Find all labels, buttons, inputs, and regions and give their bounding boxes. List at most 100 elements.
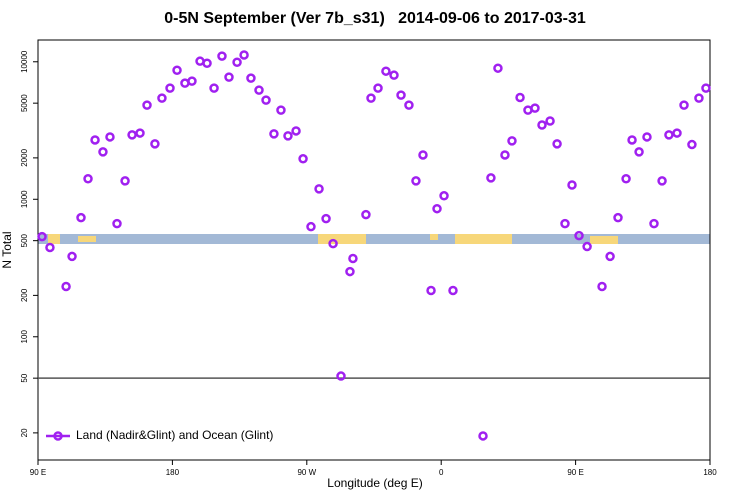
data-point <box>165 83 175 93</box>
data-point <box>411 176 421 186</box>
data-point <box>664 130 674 140</box>
data-point <box>202 58 212 68</box>
data-point <box>493 63 503 73</box>
data-point <box>515 92 525 103</box>
data-point <box>98 147 108 157</box>
x-tick-label: 0 <box>439 468 444 477</box>
x-tick-label: 180 <box>166 468 180 477</box>
data-point <box>120 176 130 186</box>
data-point <box>135 128 145 138</box>
y-tick-label: 20 <box>20 428 29 437</box>
data-point <box>239 50 249 60</box>
data-point <box>613 212 623 223</box>
data-point <box>537 120 547 130</box>
data-point <box>649 218 659 229</box>
x-tick-label: 90 E <box>567 468 583 477</box>
data-point <box>396 90 406 100</box>
data-point <box>373 83 383 93</box>
data-point <box>530 103 540 113</box>
y-tick-label: 100 <box>20 330 29 344</box>
y-tick-label: 10000 <box>20 50 29 73</box>
data-point <box>246 73 256 83</box>
data-point <box>574 230 584 241</box>
data-point <box>37 231 47 242</box>
data-point <box>90 135 100 145</box>
data-point <box>157 93 167 103</box>
data-point <box>112 218 122 229</box>
data-point <box>142 100 152 110</box>
x-tick-label: 180 <box>703 468 717 477</box>
data-point <box>366 93 376 103</box>
data-point <box>105 132 115 142</box>
data-point <box>298 154 308 164</box>
data-point <box>150 139 160 149</box>
x-tick-label: 90 E <box>30 468 46 477</box>
data-point <box>345 266 355 277</box>
data-point <box>389 70 399 80</box>
chart-title: 0-5N September (Ver 7b_s31) 2014-09-06 t… <box>164 10 586 27</box>
y-tick-label: 2000 <box>20 148 29 166</box>
data-point <box>679 100 689 110</box>
y-axis-label: N Total <box>0 231 14 268</box>
data-point <box>232 57 242 68</box>
data-point <box>605 251 615 262</box>
data-point <box>634 147 644 157</box>
data-point <box>627 135 637 145</box>
data-point <box>701 83 711 93</box>
data-point <box>76 212 86 223</box>
data-point <box>209 83 219 93</box>
data-point <box>348 253 358 264</box>
data-point <box>314 184 324 194</box>
data-point <box>448 285 458 296</box>
data-point <box>306 221 316 232</box>
data-point <box>582 241 592 252</box>
data-point <box>127 130 137 140</box>
data-point <box>328 238 338 249</box>
data-point <box>560 218 570 229</box>
data-point <box>500 150 510 160</box>
data-point <box>61 281 71 292</box>
data-point <box>642 132 652 142</box>
data-point <box>224 72 234 82</box>
data-point <box>507 136 517 146</box>
data-point <box>283 131 293 141</box>
data-point <box>552 139 562 149</box>
data-point <box>261 95 271 105</box>
data-point <box>83 174 93 184</box>
data-point <box>687 139 697 150</box>
y-tick-label: 500 <box>20 233 29 247</box>
x-tick-label: 90 W <box>297 468 316 477</box>
data-point <box>404 100 414 110</box>
data-point <box>291 126 301 136</box>
data-point <box>217 51 227 61</box>
legend-label: Land (Nadir&Glint) and Ocean (Glint) <box>76 428 273 442</box>
data-point <box>432 203 442 214</box>
data-point <box>67 251 77 262</box>
data-point <box>439 191 449 201</box>
y-tick-label: 1000 <box>20 190 29 208</box>
data-point <box>426 285 436 296</box>
y-tick-label: 200 <box>20 288 29 302</box>
data-point <box>672 128 682 138</box>
data-point <box>486 173 496 183</box>
data-point <box>567 180 577 190</box>
data-point <box>187 76 197 86</box>
data-point <box>478 431 488 441</box>
data-point <box>361 209 371 220</box>
data-point <box>418 150 428 160</box>
plot-frame <box>37 39 711 461</box>
data-point <box>336 371 346 381</box>
y-tick-label: 5000 <box>20 94 29 112</box>
surface-strip <box>38 234 710 244</box>
data-point <box>254 85 264 95</box>
data-point <box>545 116 555 126</box>
data-point <box>694 93 704 103</box>
data-point <box>269 129 279 139</box>
x-axis-label: Longitude (deg E) <box>327 476 422 490</box>
data-point <box>276 105 286 115</box>
y-tick-label: 50 <box>20 373 29 382</box>
legend-marker <box>53 431 63 441</box>
data-point <box>657 176 667 186</box>
data-point <box>321 213 331 224</box>
